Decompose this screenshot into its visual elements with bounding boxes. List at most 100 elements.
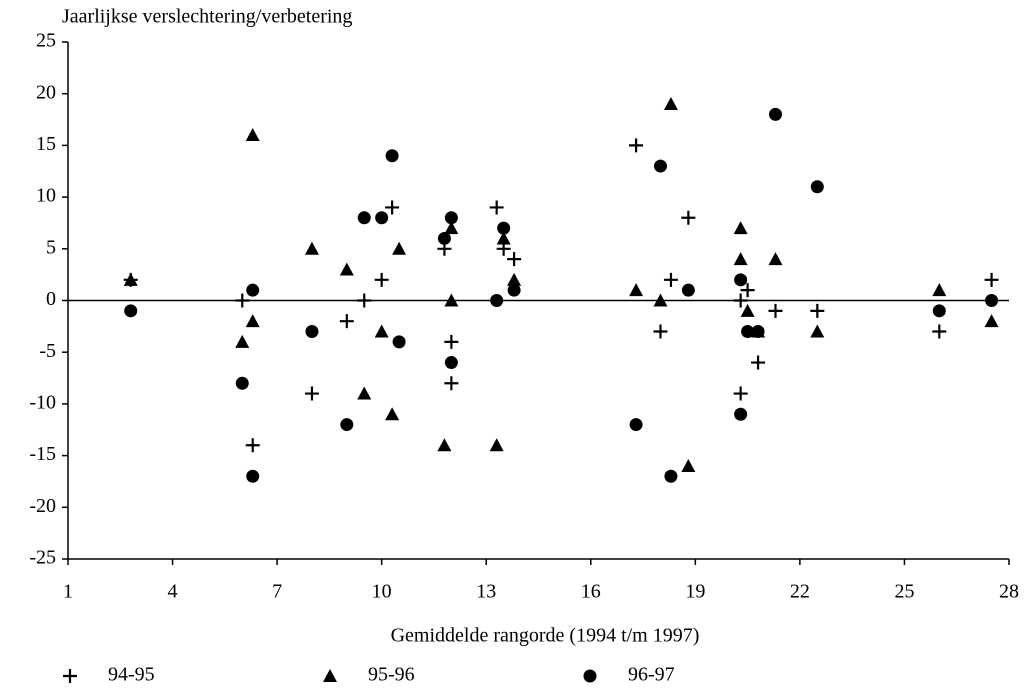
triangle-marker [507,272,522,286]
plus-marker [385,200,400,215]
x-tick-label: 16 [581,581,601,603]
triangle-marker [496,231,511,245]
y-tick-label: 15 [36,133,56,155]
circle-marker [751,325,765,339]
triangle-marker [245,314,260,328]
x-tick-label: 22 [790,581,810,603]
circle-marker [664,469,678,483]
y-tick-label: -15 [29,443,56,465]
legend-label: 94-95 [108,664,155,686]
plus-marker [810,303,825,318]
circle-marker [734,273,748,287]
circle-marker [583,669,597,683]
triangle-marker [740,303,755,317]
plus-marker [489,200,504,215]
plus-marker [374,272,389,287]
plus-marker [339,314,354,329]
circle-marker [734,407,748,421]
y-tick-label: -25 [29,547,56,569]
triangle-marker [437,438,452,452]
triangle-marker [768,252,783,266]
circle-marker [653,159,667,173]
plus-marker [740,283,755,298]
triangle-marker [385,407,400,421]
legend-label: 95-96 [368,664,415,686]
plus-marker [984,272,999,287]
triangle-marker [810,324,825,338]
x-tick-label: 1 [63,581,73,603]
plus-marker [681,210,696,225]
plus-marker [507,252,522,267]
plus-marker [444,376,459,391]
plus-marker [733,386,748,401]
triangle-marker [733,221,748,235]
triangle-marker [663,97,678,111]
circle-marker [932,304,946,318]
circle-marker [810,180,824,194]
circle-marker [768,107,782,121]
circle-marker [357,211,371,225]
circle-marker [681,283,695,297]
x-tick-label: 10 [372,581,392,603]
triangle-marker [629,283,644,297]
circle-marker [385,149,399,163]
circle-marker [444,356,458,370]
triangle-marker [339,262,354,276]
triangle-marker [245,128,260,142]
triangle-marker [374,324,389,338]
triangle-marker [323,669,337,682]
circle-marker [507,283,521,297]
plus-marker [444,334,459,349]
circle-marker [305,325,319,339]
circle-marker [490,294,504,307]
circle-marker [235,376,249,390]
plus-marker [932,324,947,339]
plus-marker [357,293,372,308]
triangle-marker [984,314,999,328]
legend-label: 96-97 [628,664,675,686]
circle-marker [497,221,511,235]
triangle-marker [932,283,947,297]
x-tick-label: 13 [476,581,496,603]
triangle-marker [444,221,459,235]
plus-marker [235,293,250,308]
x-tick-label: 25 [894,581,914,603]
plus-marker [63,669,77,683]
triangle-marker [733,252,748,266]
circle-marker [437,231,451,245]
circle-marker [444,211,458,225]
plus-marker [245,438,260,453]
x-tick-label: 4 [168,581,178,603]
y-tick-label: 10 [36,185,56,207]
circle-marker [375,211,389,225]
plus-marker [304,386,319,401]
triangle-marker [392,241,407,255]
triangle-marker [304,241,319,255]
x-tick-label: 19 [685,581,705,603]
x-tick-label: 7 [272,581,282,603]
triangle-marker [235,334,250,348]
y-tick-label: -5 [39,340,56,362]
x-tick-label: 28 [999,581,1019,603]
circle-marker [741,325,755,339]
plus-marker [768,303,783,318]
y-tick-label: 5 [46,236,56,258]
y-tick-label: -20 [29,495,56,517]
circle-marker [392,335,406,349]
x-axis-label: Gemiddelde rangorde (1994 t/m 1997) [391,625,700,647]
y-tick-label: 25 [36,30,56,52]
plus-marker [751,355,766,370]
circle-marker [246,283,260,297]
circle-marker [629,418,643,432]
triangle-marker [357,386,372,400]
y-tick-label: -10 [29,391,56,413]
triangle-marker [653,293,668,307]
circle-marker [340,418,354,432]
plus-marker [663,272,678,287]
y-tick-label: 20 [36,81,56,103]
circle-marker [124,304,138,318]
y-tick-label: 0 [46,288,56,310]
triangle-marker [444,293,459,307]
triangle-marker [489,438,504,452]
